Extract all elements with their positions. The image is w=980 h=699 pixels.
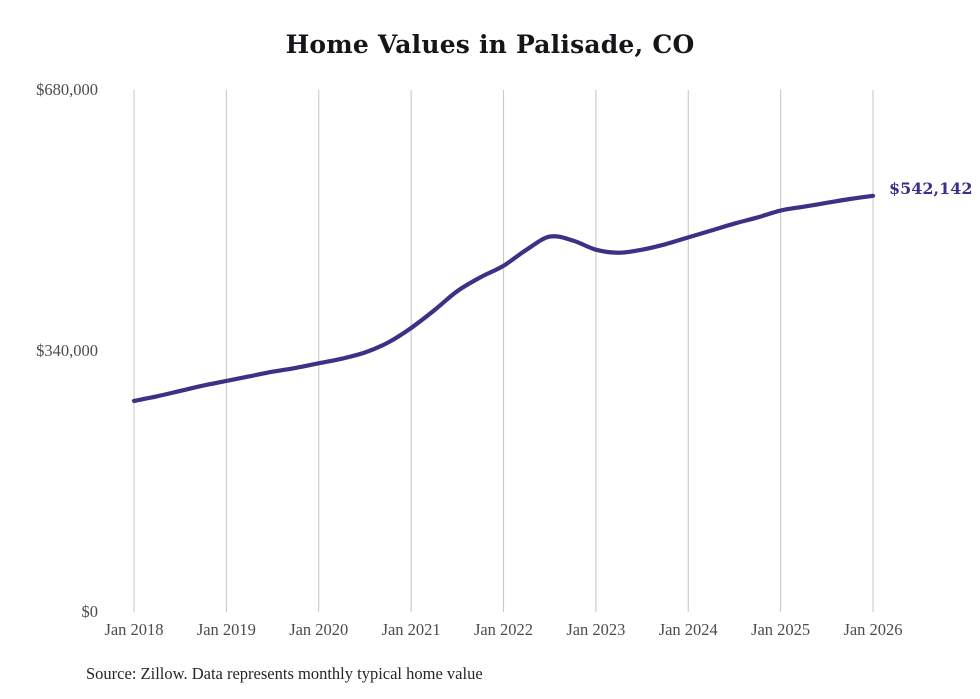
x-axis-tick-label: Jan 2025 — [751, 620, 811, 639]
home-value-line-series — [131, 193, 876, 403]
x-axis-tick-label: Jan 2024 — [658, 620, 718, 639]
source-note: Source: Zillow. Data represents monthly … — [86, 664, 483, 683]
x-axis-tick-label: Jan 2021 — [381, 620, 441, 639]
x-axis-tick-label: Jan 2026 — [843, 620, 903, 639]
end-value-label: $542,142 — [889, 178, 973, 198]
gridlines-group — [133, 90, 874, 612]
y-axis-tick-label: $680,000 — [36, 80, 98, 99]
x-axis-tick-label: Jan 2023 — [566, 620, 626, 639]
x-axis-tick-label: Jan 2022 — [473, 620, 534, 639]
x-axis-tick-label: Jan 2019 — [196, 620, 256, 639]
y-axis-tick-label: $0 — [81, 602, 99, 621]
x-axis-tick-label: Jan 2018 — [104, 620, 164, 639]
y-axis-tick-label: $340,000 — [36, 341, 98, 360]
x-axis-tick-label: Jan 2020 — [289, 620, 349, 639]
chart-title: Home Values in Palisade, CO — [285, 30, 695, 59]
